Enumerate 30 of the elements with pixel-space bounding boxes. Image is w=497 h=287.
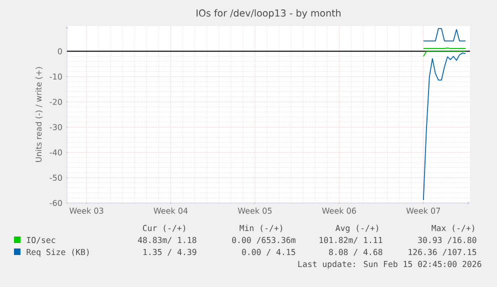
- text: 101.82m/ 1.11: [320, 236, 382, 244]
- text: Avg (-/+): [336, 224, 378, 233]
- text: 0.00 / 4.15: [242, 248, 296, 256]
- legend-label: Req Size (KB): [26, 248, 89, 257]
- text: Cur (-/+): [142, 224, 186, 232]
- y-tick-label: 0: [58, 48, 62, 54]
- x-tick-label: Week 03: [70, 208, 104, 214]
- text: 1.35 / 4.39: [143, 248, 196, 256]
- x-tick-label: Week 07: [406, 208, 440, 214]
- y-tick-label: -10: [50, 74, 62, 80]
- y-tick-label: -20: [50, 98, 62, 105]
- text: Max (-/+): [432, 224, 474, 232]
- y-axis-title: Units read (-) / write (+): [35, 67, 43, 162]
- x-tick-label: Week 04: [154, 208, 188, 214]
- text: 0.00 /653.36m: [232, 236, 296, 244]
- y-tick-label: -40: [50, 149, 62, 156]
- legend-label: IO/sec: [27, 236, 56, 244]
- text: 8.08 / 4.68: [329, 248, 382, 256]
- y-tick-label: -30: [50, 124, 62, 130]
- y-tick-label: -50: [50, 174, 62, 181]
- x-tick-label: Week 06: [322, 208, 356, 214]
- text: 30.93 /16.80: [418, 236, 476, 244]
- line-series: [422, 52, 466, 200]
- y-tick-label: -60: [50, 200, 62, 206]
- text: Last update: Sun Feb 15 02:45:00 2026: [298, 260, 482, 269]
- text: Min (-/+): [240, 224, 282, 232]
- x-tick-label: Week 05: [238, 208, 272, 214]
- chart-title: IOs for /dev/loop13 - by month: [196, 9, 341, 18]
- text: 126.36 /107.15: [408, 248, 476, 256]
- text: 48.83m/ 1.18: [138, 236, 196, 244]
